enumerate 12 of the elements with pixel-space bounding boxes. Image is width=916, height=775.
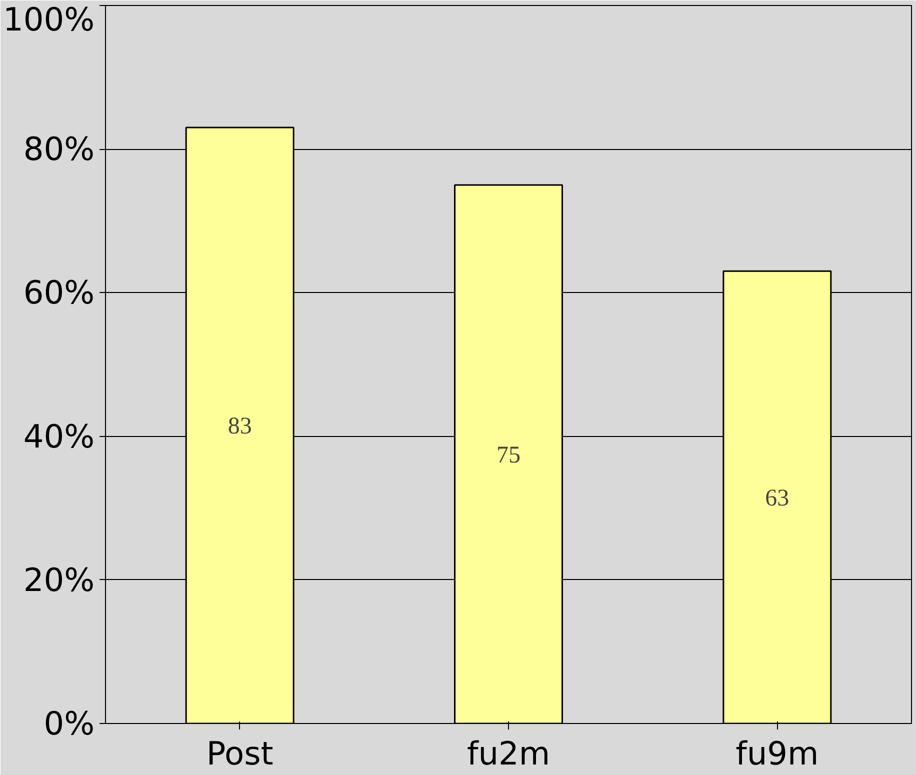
x-tick-label: Post <box>206 734 274 772</box>
data-label: 83 <box>228 414 252 440</box>
x-tick-label: fu9m <box>736 734 819 772</box>
y-tick-label: 40% <box>23 417 94 456</box>
data-label: 63 <box>765 485 790 512</box>
y-tick-label: 0% <box>44 704 94 742</box>
y-tick-label: 80% <box>23 130 94 168</box>
y-tick-label: 100% <box>3 0 94 38</box>
x-tick-label: fu2m <box>466 734 550 772</box>
y-tick-label: 20% <box>23 560 94 599</box>
data-label: 75 <box>496 442 520 468</box>
y-tick-label: 60% <box>23 274 94 312</box>
